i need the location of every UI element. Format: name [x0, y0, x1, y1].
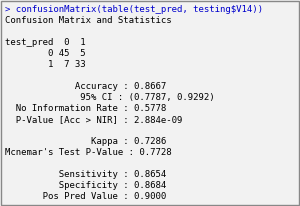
Text: > confusionMatrix(table(test_pred, testing$V14)): > confusionMatrix(table(test_pred, testi… [5, 5, 263, 14]
Text: Kappa : 0.7286: Kappa : 0.7286 [5, 137, 166, 146]
Text: P-Value [Acc > NIR] : 2.884e-09: P-Value [Acc > NIR] : 2.884e-09 [5, 115, 182, 124]
Text: test_pred  0  1: test_pred 0 1 [5, 38, 85, 47]
Text: Accuracy : 0.8667: Accuracy : 0.8667 [5, 82, 166, 91]
Text: Mcnemar's Test P-Value : 0.7728: Mcnemar's Test P-Value : 0.7728 [5, 148, 172, 157]
Text: Sensitivity : 0.8654: Sensitivity : 0.8654 [5, 170, 166, 179]
Text: 0 45  5: 0 45 5 [5, 49, 85, 58]
Text: No Information Rate : 0.5778: No Information Rate : 0.5778 [5, 104, 166, 113]
Text: Specificity : 0.8684: Specificity : 0.8684 [5, 181, 166, 190]
Text: 95% CI : (0.7787, 0.9292): 95% CI : (0.7787, 0.9292) [5, 93, 214, 102]
Text: Pos Pred Value : 0.9000: Pos Pred Value : 0.9000 [5, 192, 166, 201]
Text: Confusion Matrix and Statistics: Confusion Matrix and Statistics [5, 16, 172, 25]
Text: 1  7 33: 1 7 33 [5, 60, 85, 69]
